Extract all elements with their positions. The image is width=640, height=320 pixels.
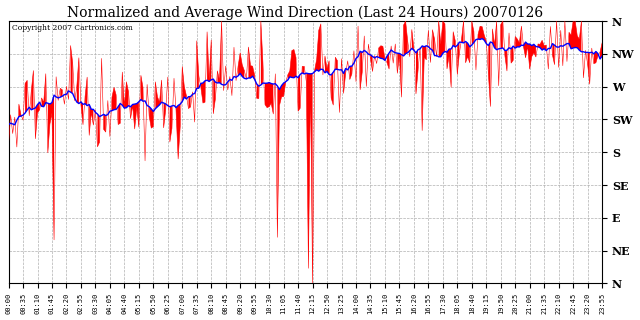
Text: Copyright 2007 Cartronics.com: Copyright 2007 Cartronics.com [12,24,132,32]
Title: Normalized and Average Wind Direction (Last 24 Hours) 20070126: Normalized and Average Wind Direction (L… [67,5,543,20]
